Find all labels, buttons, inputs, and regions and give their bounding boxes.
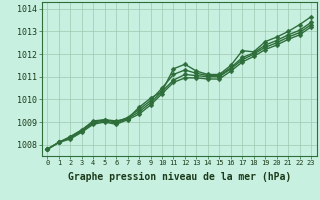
X-axis label: Graphe pression niveau de la mer (hPa): Graphe pression niveau de la mer (hPa) [68, 172, 291, 182]
